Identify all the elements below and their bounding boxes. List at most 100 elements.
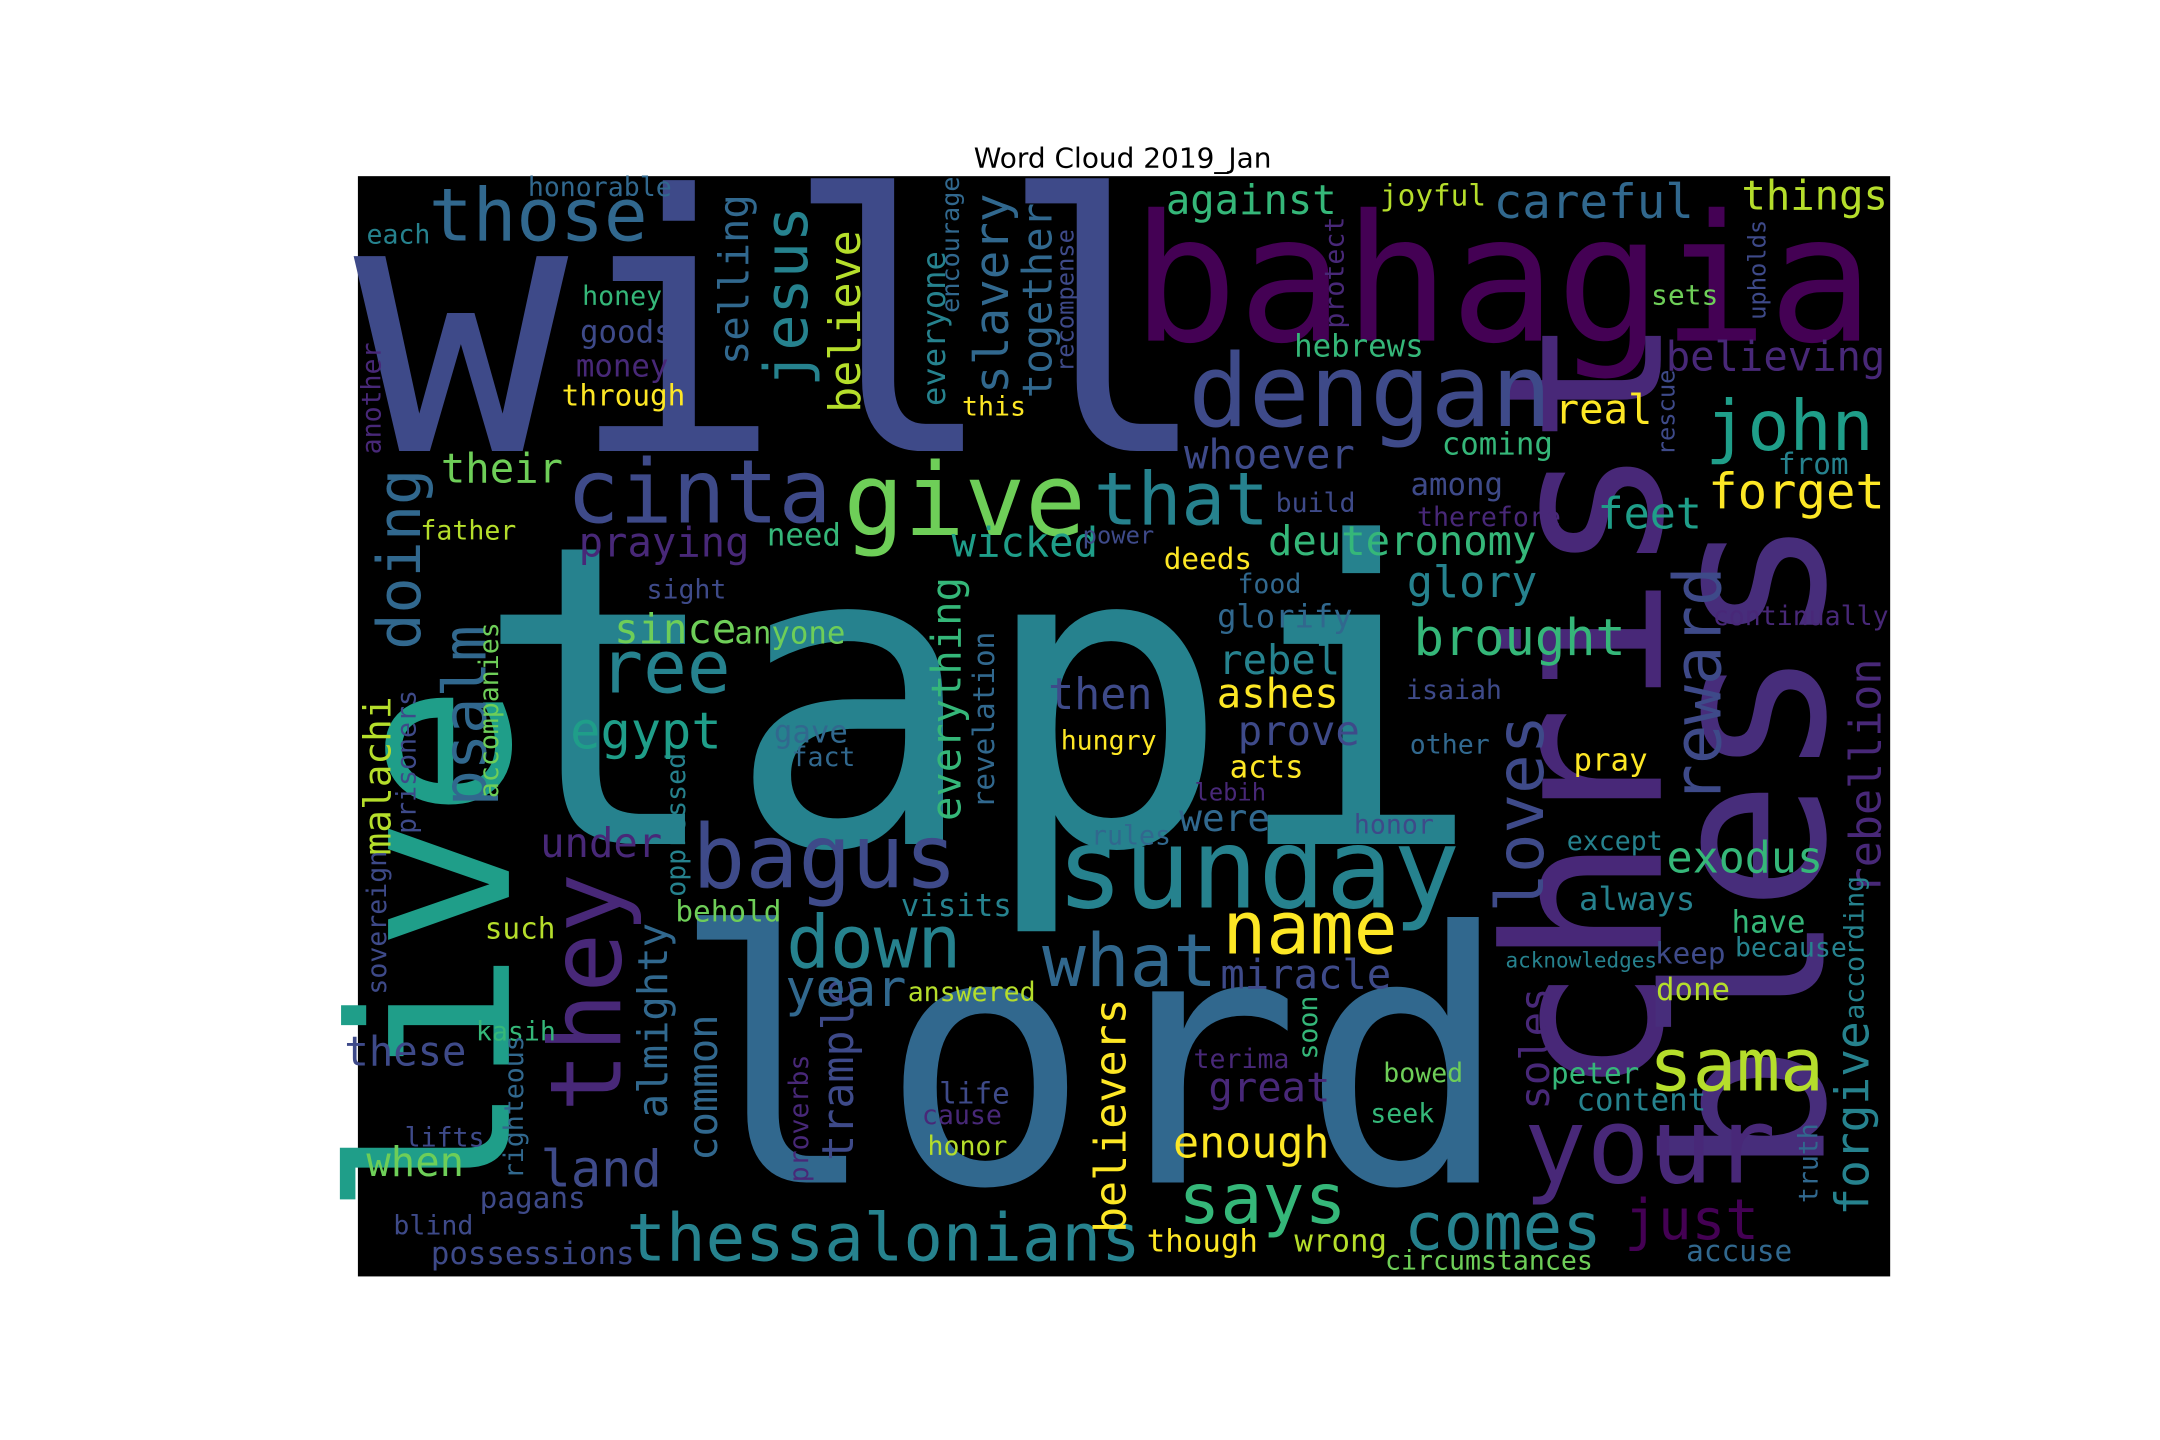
word: everything <box>922 577 970 821</box>
word: among <box>1410 467 1503 503</box>
word: sets <box>1651 278 1718 311</box>
word: through <box>562 379 686 413</box>
word: give <box>843 442 1085 559</box>
word: always <box>1579 880 1695 918</box>
word: prisoners <box>391 690 422 834</box>
word: except <box>1567 826 1663 857</box>
word: fact <box>791 742 855 773</box>
word: reward <box>1661 566 1737 803</box>
word: will <box>354 121 1213 536</box>
word: enough <box>1173 1119 1330 1169</box>
word: lifts <box>405 1123 485 1154</box>
word: against <box>1166 176 1337 224</box>
word: according <box>1840 876 1871 1020</box>
word: upholds <box>1743 220 1771 320</box>
word: build <box>1276 488 1356 519</box>
word: such <box>485 911 556 945</box>
word: feet <box>1598 489 1702 539</box>
word: done <box>1656 972 1730 1008</box>
word: those <box>429 175 648 259</box>
word: comes <box>1404 1189 1602 1265</box>
word: name <box>1222 888 1397 972</box>
word: brought <box>1414 608 1626 667</box>
word: common <box>679 1014 727 1160</box>
word: forget <box>1708 464 1885 521</box>
word: just <box>1624 1188 1759 1253</box>
word: bowed <box>1383 1058 1463 1089</box>
word: cause <box>922 1100 1002 1131</box>
word: praying <box>579 518 750 566</box>
word: wrong <box>1294 1223 1387 1259</box>
word: encourage <box>936 177 965 313</box>
word: slavery <box>965 193 1020 393</box>
word: careful <box>1494 175 1694 230</box>
word: anyone <box>734 615 845 651</box>
word: have <box>1732 905 1806 941</box>
word: protect <box>1320 217 1351 329</box>
word: righteous <box>499 1035 530 1179</box>
word: great <box>1208 1064 1330 1112</box>
word: malachi <box>355 696 399 855</box>
word: this <box>962 391 1026 422</box>
word: land <box>541 1139 662 1198</box>
word: goods <box>580 315 673 351</box>
word: they <box>530 873 645 1112</box>
word: possessions <box>431 1236 635 1272</box>
word: miracle <box>1220 950 1391 998</box>
word: cinta <box>566 441 831 544</box>
word: tapi <box>474 455 1484 943</box>
word: these <box>344 1027 466 1075</box>
word: exodus <box>1667 833 1824 883</box>
word: their <box>441 444 563 492</box>
word: down <box>786 902 961 986</box>
word: hungry <box>1061 725 1157 756</box>
word: behold <box>675 895 781 929</box>
word: when <box>366 1138 464 1186</box>
word: therefore <box>1417 502 1561 533</box>
word: blind <box>393 1211 473 1242</box>
word: content <box>1577 1082 1707 1118</box>
word: because <box>1735 932 1847 963</box>
word: things <box>1741 172 1887 220</box>
word: accuse <box>1686 1234 1792 1268</box>
word: lebih <box>1195 779 1267 807</box>
word: from <box>1778 447 1849 481</box>
word: trample <box>814 978 864 1161</box>
word: sovereign <box>362 851 393 995</box>
word: then <box>1048 670 1152 720</box>
word: since <box>614 605 736 653</box>
word: real <box>1555 386 1653 434</box>
word: peter <box>1551 1057 1639 1091</box>
word: live <box>305 685 562 1217</box>
word: terima <box>1194 1044 1290 1075</box>
word: sama <box>1649 1025 1824 1109</box>
word: keep <box>1655 936 1726 970</box>
word: deuteronomy <box>1268 517 1536 565</box>
word: your <box>1523 1085 1776 1207</box>
word: egypt <box>570 702 722 761</box>
word: other <box>1410 730 1490 761</box>
word: hebrews <box>1294 329 1424 365</box>
word: believers <box>1086 998 1136 1233</box>
word: forgive <box>1825 1021 1879 1215</box>
word: though <box>1147 1223 1258 1259</box>
word: thessalonians <box>627 1201 1141 1277</box>
word: truth <box>1794 1123 1825 1203</box>
word: whoever <box>1184 430 1355 478</box>
word: soon <box>1293 996 1324 1060</box>
word: pagans <box>480 1181 586 1215</box>
word: kasih <box>476 1016 556 1047</box>
word: food <box>1237 569 1301 600</box>
word: sunday <box>1056 805 1460 935</box>
word: lord <box>670 860 1512 1266</box>
word: doing <box>365 469 435 650</box>
word: power <box>1083 521 1154 549</box>
word: everyone <box>915 251 953 406</box>
word: revelation <box>967 632 1001 809</box>
word: seek <box>1370 1099 1434 1130</box>
word: acts <box>1230 750 1304 786</box>
word: jesus <box>752 206 822 387</box>
